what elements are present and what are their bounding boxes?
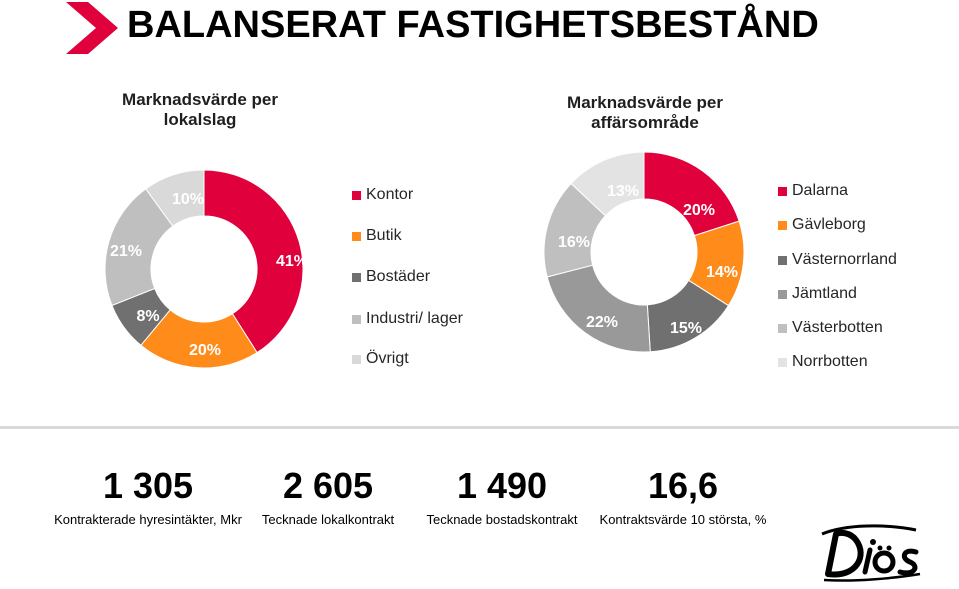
kpi-caption: Tecknade lokalkontrakt	[261, 512, 395, 527]
donut-slice-jamtland	[546, 264, 651, 353]
section-divider	[0, 426, 959, 429]
kpi-lokalkontrakt: 2 605 Tecknade lokalkontrakt	[228, 465, 428, 528]
donut-slice-kontor	[203, 169, 304, 354]
legend-label: Industri/ lager	[366, 310, 463, 327]
kpi-value: 1 490	[456, 465, 548, 506]
data-label-kontor: 41%	[276, 253, 308, 270]
kpi-bostadskontrakt: 1 490 Tecknade bostadskontrakt	[402, 465, 602, 528]
donut-slice-butik	[140, 309, 258, 369]
legend-swatch	[778, 358, 787, 367]
kpi-value: 16,6	[647, 465, 719, 506]
legend-swatch	[778, 290, 787, 299]
donut-slice-ovrigt	[145, 169, 205, 227]
donut-slice-norrbotten	[570, 151, 645, 217]
data-label-bostader: 8%	[136, 308, 159, 325]
legend-label: Kontor	[366, 186, 414, 203]
data-label-industri-lager: 21%	[110, 243, 142, 260]
page-title: BALANSERAT FASTIGHETSBESTÅND	[127, 4, 819, 46]
kpi-value: 1 305	[102, 465, 194, 506]
data-label-ovrigt: 10%	[172, 191, 204, 208]
data-label-vasterbotten: 16%	[558, 234, 590, 251]
kpi-hyresintakter: 1 305 Kontrakterade hyresintäkter, Mkr	[48, 465, 248, 528]
data-label-jamtland: 22%	[586, 314, 618, 331]
legend-swatch	[778, 256, 787, 265]
data-label-vasternorrland: 15%	[670, 320, 702, 337]
legend-swatch	[352, 273, 361, 282]
kpi-caption: Tecknade bostadskontrakt	[426, 512, 578, 527]
legend-swatch	[352, 315, 361, 324]
donut-chart-affarsomrade: 20% 14% 15% 22% 16% 13%	[543, 151, 745, 353]
chart-title-lokalslag: Marknadsvärde per lokalslag	[122, 90, 278, 129]
data-label-norrbotten: 13%	[607, 183, 639, 200]
legend-swatch	[778, 324, 787, 333]
kpi-kontraktsvarde: 16,6 Kontraktsvärde 10 största, %	[583, 465, 783, 528]
kpi-caption: Kontrakterade hyresintäkter, Mkr	[54, 512, 242, 527]
kpi-value: 2 605	[282, 465, 374, 506]
chevron-logo-icon	[66, 2, 118, 54]
data-label-butik: 20%	[189, 342, 221, 359]
donut-slice-dalarna	[643, 151, 740, 237]
legend-label: Bostäder	[366, 268, 431, 285]
legend-swatch	[778, 221, 787, 230]
legend-label: Norrbotten	[792, 353, 868, 370]
data-label-gavleborg: 14%	[706, 264, 738, 281]
legend-label: Västerbotten	[792, 319, 883, 336]
chart-title-affarsomrade: Marknadsvärde per affärsområde	[567, 93, 723, 132]
kpi-caption: Kontraktsvärde 10 största, %	[599, 512, 767, 527]
legend-label: Butik	[366, 227, 402, 244]
legend-label: Västernorrland	[792, 251, 897, 268]
legend-swatch	[352, 191, 361, 200]
dios-logo-icon	[821, 524, 921, 582]
donut-chart-lokalslag: 41% 20% 8% 21% 10%	[104, 169, 308, 369]
legend-label: Jämtland	[792, 285, 857, 302]
legend-label: Övrigt	[366, 350, 409, 367]
legend-swatch	[352, 232, 361, 241]
data-label-dalarna: 20%	[683, 202, 715, 219]
legend-swatch	[352, 355, 361, 364]
legend-label: Gävleborg	[792, 216, 866, 233]
legend-label: Dalarna	[792, 182, 849, 199]
legend-swatch	[778, 187, 787, 196]
